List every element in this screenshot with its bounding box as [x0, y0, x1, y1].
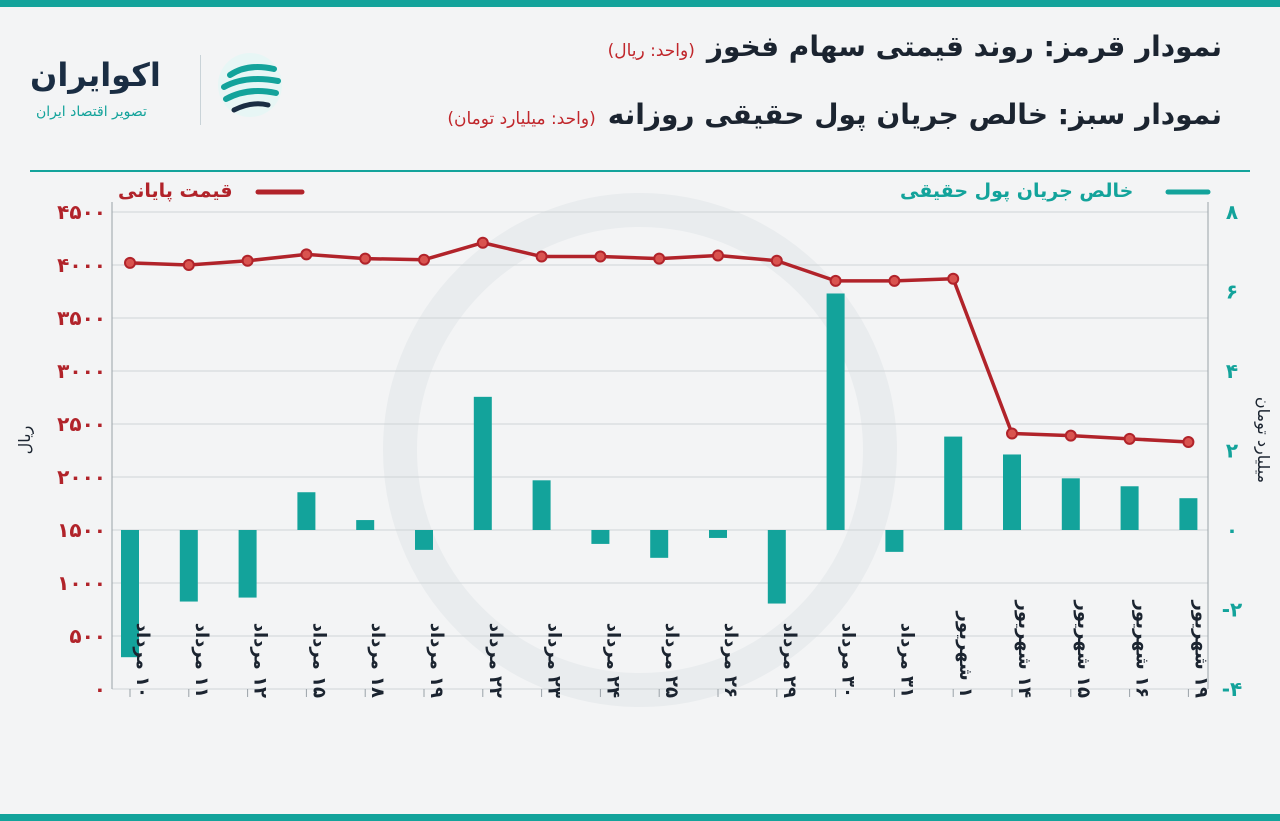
x-tick-label: ۲۶ مرداد	[720, 623, 741, 698]
flow-bar	[767, 530, 786, 604]
price-point	[418, 253, 430, 266]
flow-bar	[1003, 454, 1021, 530]
price-point	[947, 272, 960, 285]
price-point	[712, 249, 724, 262]
left-tick-label: ۴۰۰۰	[57, 253, 106, 277]
right-axis-label: میلیارد تومان	[1253, 397, 1273, 483]
ecoiran-logo-icon	[218, 53, 282, 117]
flow-bar	[591, 530, 610, 544]
top-accent-bar	[0, 0, 1280, 7]
flow-bar	[885, 530, 904, 552]
x-tick-label: ۱۱ مرداد	[191, 623, 212, 698]
logo-tagline: تصویر اقتصاد ایران	[36, 104, 147, 120]
x-tick-label: ۱۹ شهریور	[1190, 600, 1211, 698]
x-tick-label: ۱ شهریور	[955, 611, 976, 698]
left-axis-label: ریال	[15, 426, 35, 455]
right-tick-label: ۸	[1226, 200, 1238, 224]
flow-bar	[297, 492, 316, 530]
x-tick-label: ۱۰ مرداد	[132, 623, 153, 698]
price-point	[182, 259, 195, 271]
left-tick-label: ۱۵۰۰	[57, 518, 106, 542]
price-point	[888, 274, 901, 287]
x-tick-label: ۲۹ مرداد	[779, 623, 800, 698]
watermark-icon	[383, 193, 897, 707]
left-tick-label: ۳۰۰۰	[57, 359, 106, 383]
left-tick-label: ۰	[94, 677, 106, 701]
price-point	[1006, 427, 1018, 440]
left-tick-label: ۴۵۰۰	[57, 200, 106, 224]
legend-price: قیمت پایانی	[118, 180, 233, 202]
flow-bar	[826, 293, 845, 530]
left-tick-label: ۱۰۰۰	[57, 571, 106, 595]
right-tick-label: ۴	[1226, 359, 1238, 383]
x-tick-label: ۳۱ مرداد	[896, 623, 917, 698]
flow-bar	[1120, 486, 1139, 530]
left-tick-label: ۳۵۰۰	[57, 306, 106, 330]
flow-bar	[1061, 478, 1080, 530]
price-point	[1123, 432, 1136, 445]
price-point	[476, 236, 489, 249]
title-red-unit: (واحد: ریال)	[607, 41, 695, 61]
x-tick-label: ۱۲ مرداد	[250, 623, 271, 698]
price-point	[770, 254, 783, 267]
flow-bar	[238, 530, 257, 598]
price-point	[1182, 436, 1195, 449]
left-tick-label: ۵۰۰	[69, 624, 106, 648]
right-tick-label: ۰	[1226, 518, 1238, 542]
price-point	[653, 252, 666, 265]
title-red: نمودار قرمز: روند قیمتی سهام فخوز	[706, 30, 1222, 63]
right-tick-label: -۴	[1222, 677, 1243, 701]
x-tick-label: ۱۹ مرداد	[426, 623, 447, 698]
bottom-accent-bar	[0, 814, 1280, 821]
price-point	[359, 252, 372, 265]
flow-bar	[532, 480, 551, 530]
legend-flow-label: خالص جریان پول حقیقی	[900, 180, 1134, 202]
right-tick-label: ۲	[1226, 439, 1238, 463]
right-tick-label: ۶	[1226, 280, 1238, 304]
left-tick-label: ۲۵۰۰	[57, 412, 106, 436]
price-point	[829, 274, 842, 287]
x-tick-label: ۳۰ مرداد	[838, 623, 859, 698]
title-green: نمودار سبز: خالص جریان پول حقیقی روزانه	[607, 98, 1222, 131]
logo-divider	[200, 55, 201, 125]
legend-price-label: قیمت پایانی	[118, 180, 233, 202]
x-tick-label: ۲۲ مرداد	[485, 623, 506, 698]
flow-bar	[944, 436, 963, 530]
x-tick-label: ۱۴ شهریور	[1014, 600, 1035, 698]
price-point	[300, 248, 313, 261]
flow-bar	[179, 530, 198, 602]
logo-name: اکوایران	[30, 56, 161, 94]
flow-bar	[415, 530, 433, 550]
left-tick-label: ۲۰۰۰	[57, 465, 106, 489]
x-tick-label: ۱۵ مرداد	[308, 623, 329, 698]
title-red-line: نمودار قرمز: روند قیمتی سهام فخوز (واحد: …	[608, 30, 1222, 63]
header-separator	[30, 170, 1250, 172]
legend-flow: خالص جریان پول حقیقی	[900, 180, 1133, 202]
x-tick-label: ۲۳ مرداد	[544, 623, 565, 698]
x-tick-label: ۱۵ شهریور	[1073, 600, 1094, 698]
flow-bar	[1179, 498, 1198, 530]
price-point	[1064, 429, 1077, 442]
flow-bar	[650, 530, 669, 558]
price-point	[594, 250, 607, 263]
x-tick-label: ۲۴ مرداد	[602, 623, 623, 698]
price-point	[124, 256, 136, 269]
x-tick-label: ۲۵ مرداد	[661, 623, 682, 698]
price-line	[129, 240, 1189, 444]
title-green-line: نمودار سبز: خالص جریان پول حقیقی روزانه (…	[447, 98, 1222, 131]
right-tick-label: -۲	[1222, 598, 1243, 622]
price-point	[535, 250, 548, 263]
flow-bar	[121, 530, 139, 658]
flow-bar	[473, 396, 492, 530]
flow-bar	[356, 520, 375, 530]
flow-bar	[709, 530, 727, 538]
x-tick-label: ۱۶ شهریور	[1132, 600, 1153, 698]
title-green-unit: (واحد: میلیارد تومان)	[447, 109, 596, 129]
price-point	[241, 254, 254, 267]
x-tick-label: ۱۸ مرداد	[367, 623, 388, 698]
